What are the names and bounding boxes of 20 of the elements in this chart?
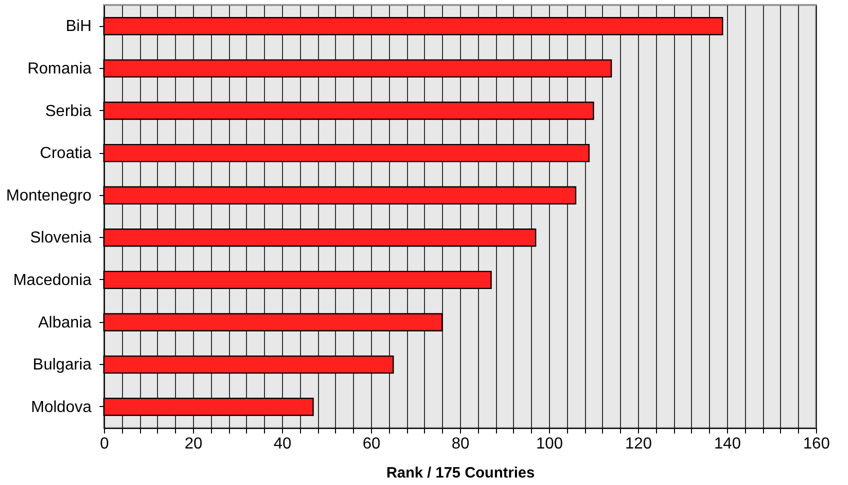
x-tick-label: 40: [274, 436, 292, 452]
y-tick-label: Serbia: [45, 102, 92, 120]
y-tick-label: Macedonia: [13, 272, 92, 289]
y-tick-label: Romania: [27, 60, 92, 78]
x-tick-label: 120: [625, 436, 652, 452]
y-tick-label: Montenegro: [6, 187, 92, 204]
y-tick-label: Bulgaria: [32, 356, 92, 374]
x-tick-label: 20: [184, 436, 202, 452]
y-tick-label: Moldova: [31, 398, 92, 416]
x-tick-label: 80: [452, 436, 470, 452]
x-tick-label: 60: [362, 436, 380, 452]
x-axis-title: Rank / 175 Countries: [386, 464, 535, 482]
x-tick-label: 100: [536, 436, 563, 452]
y-tick-label: BiH: [66, 18, 92, 36]
x-tick-label: 0: [100, 436, 110, 452]
y-tick-label: Slovenia: [30, 230, 92, 247]
y-tick-label: Albania: [38, 314, 92, 332]
x-tick-label: 140: [714, 436, 741, 452]
x-tick-label: 160: [803, 436, 830, 452]
y-tick-label: Croatia: [40, 145, 92, 162]
